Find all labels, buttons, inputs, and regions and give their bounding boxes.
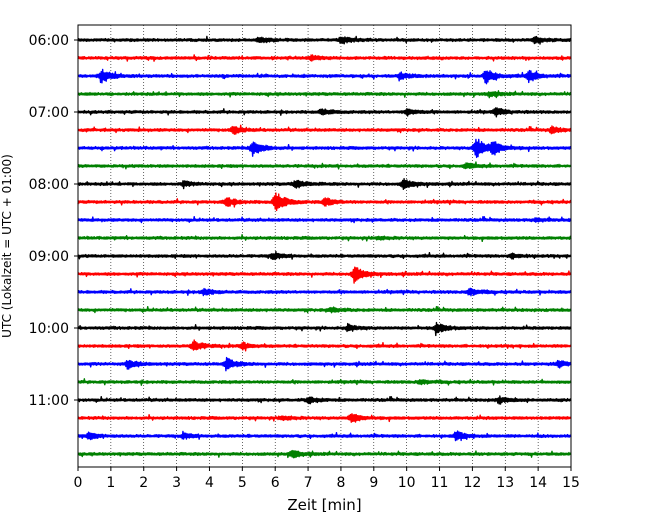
x-tick-label: 9	[369, 475, 378, 491]
trace-line	[77, 35, 572, 45]
trace-group	[77, 35, 572, 459]
plot-area	[78, 25, 571, 467]
x-tick-label: 6	[271, 475, 280, 491]
x-tick-label: 8	[336, 475, 345, 491]
x-tick-label: 13	[496, 475, 514, 491]
trace-line	[77, 124, 572, 135]
trace-line	[77, 339, 572, 352]
trace-line	[77, 138, 572, 159]
trace-line	[77, 378, 572, 386]
trace-line	[77, 449, 572, 459]
x-tick-label: 3	[172, 475, 181, 491]
trace-line	[77, 215, 572, 224]
x-tick-label: 4	[205, 475, 214, 491]
trace-line	[77, 107, 572, 118]
x-tick-label: 5	[238, 475, 247, 491]
trace-line	[77, 305, 572, 314]
x-tick-label: 2	[139, 475, 148, 491]
trace-line	[77, 68, 572, 85]
trace-line	[77, 395, 572, 405]
x-tick-label: 1	[106, 475, 115, 491]
x-tick-label: 10	[398, 475, 416, 491]
plot-frame	[77, 24, 572, 468]
x-axis-label: Zeit [min]	[287, 496, 361, 514]
trace-line	[77, 321, 572, 337]
trace-line	[77, 54, 572, 62]
trace-line	[77, 234, 572, 243]
x-axis: 0 1 2 3 4 5 6 7 8 9 10 11 12 13 14 15	[74, 467, 580, 491]
trace-line	[77, 161, 572, 170]
trace-line	[77, 192, 572, 212]
trace-line	[77, 430, 572, 442]
y-tick-label: 08:00	[29, 177, 69, 193]
y-axis-label: UTC (Lokalzeit = UTC + 01:00)	[0, 154, 14, 338]
trace-line	[77, 178, 572, 190]
x-tick-label: 7	[304, 475, 313, 491]
trace-line	[77, 90, 572, 99]
x-tick-label: 15	[562, 475, 580, 491]
y-tick-label: 06:00	[29, 33, 69, 49]
trace-line	[77, 266, 572, 284]
x-tick-label: 12	[463, 475, 481, 491]
y-tick-label: 11:00	[29, 393, 69, 409]
y-tick-label: 09:00	[29, 249, 69, 265]
y-tick-label: 10:00	[29, 321, 69, 337]
y-tick-label: 07:00	[29, 105, 69, 121]
trace-line	[77, 250, 572, 261]
x-tick-label: 11	[431, 475, 449, 491]
x-tick-label: 0	[74, 475, 83, 491]
x-tick-label: 14	[529, 475, 547, 491]
y-axis: 06:00 07:00 08:00 09:00 10:00 11:00	[29, 33, 78, 409]
trace-line	[77, 356, 572, 372]
trace-line	[77, 287, 572, 297]
trace-line	[77, 413, 572, 423]
